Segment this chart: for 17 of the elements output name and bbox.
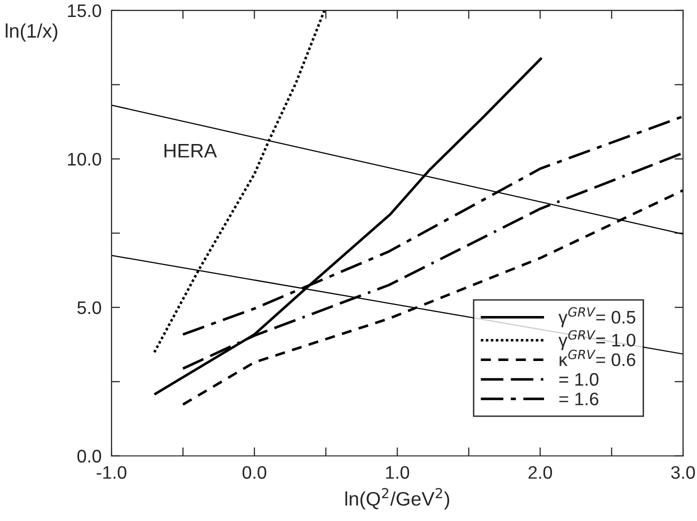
legend-label: γ$^{GRV}$= 0.5 bbox=[558, 307, 636, 328]
legend-label: = 1.6 bbox=[559, 392, 598, 406]
legend-label: γ$^{GRV}$= 1.0 bbox=[558, 330, 636, 350]
x-tick-label: -1.0 bbox=[96, 466, 126, 479]
y-tick-label: 10.0 bbox=[68, 152, 102, 166]
y-tick-label: 0.0 bbox=[77, 450, 102, 463]
legend-label: = 1.0 bbox=[559, 373, 598, 386]
x-tick-label: 1.0 bbox=[386, 466, 410, 479]
y-axis-title: ln(1/x) bbox=[6, 23, 58, 42]
y-tick-label: 15.0 bbox=[68, 4, 102, 18]
y-tick-label: 5.0 bbox=[77, 301, 102, 314]
x-tick-label: 2.0 bbox=[528, 466, 552, 479]
legend-label: κ$^{GRV}$= 0.6 bbox=[560, 350, 636, 366]
x-axis-title: ln(Q$^{2}$/GeV$^{2}$) bbox=[345, 488, 450, 510]
annotation: HERA bbox=[164, 144, 217, 158]
x-tick-label: 0.0 bbox=[242, 466, 266, 479]
x-tick-label: 3.0 bbox=[671, 466, 695, 479]
